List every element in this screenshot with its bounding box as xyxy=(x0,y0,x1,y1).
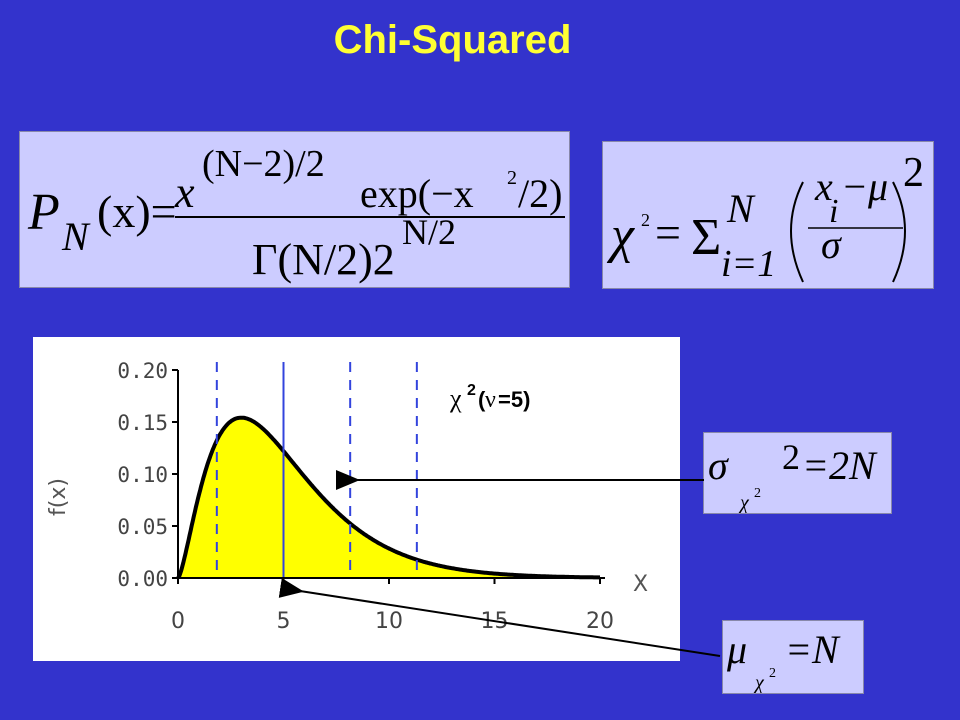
mean-sub-sq: 2 xyxy=(769,666,776,681)
chi-squared-plot: 0.00 0.05 0.10 0.15 0.20 0 5 10 15 20 f(x) X χ 2… xyxy=(33,337,680,661)
page-title: Chi-Squared xyxy=(333,18,572,62)
chisq-den: σ xyxy=(821,222,842,267)
plot-label-open: ( xyxy=(478,387,486,412)
pdf-num-exp-tail: /2) xyxy=(518,171,562,216)
x-tick-label: 0 xyxy=(171,609,185,634)
x-tick-label: 15 xyxy=(481,609,509,634)
y-tick-label: 0.10 xyxy=(117,463,168,487)
variance-rhs: =2N xyxy=(802,443,878,488)
chisq-left-paren xyxy=(790,181,804,283)
pdf-den-gamma: Γ(N/2)2 xyxy=(252,235,395,284)
plot-label-nu: ν xyxy=(485,387,496,413)
x-axis-label: X xyxy=(633,572,648,597)
variance-sub-chi: χ xyxy=(738,492,750,513)
mean-mu: μ xyxy=(726,627,747,672)
chisq-num-minus-mu: −μ xyxy=(841,164,888,209)
pdf-formula-box: P N (x)= x (N−2)/2 exp(−x 2 /2) Γ(N/2)2 … xyxy=(19,131,570,288)
x-tick-label: 10 xyxy=(375,609,403,634)
mean-rhs: =N xyxy=(785,627,841,672)
chisq-num-x: x xyxy=(814,164,833,209)
x-tick-labels: 0 5 10 15 20 xyxy=(171,609,614,634)
pdf-lhs: P xyxy=(27,184,60,241)
chisq-right-paren xyxy=(892,181,906,283)
density-fill xyxy=(178,417,600,578)
plot-label-rest: =5) xyxy=(498,387,530,412)
plot-label-chi: χ xyxy=(449,384,462,413)
variance-sub-sq: 2 xyxy=(754,486,761,501)
y-tick-labels: 0.00 0.05 0.10 0.15 0.20 xyxy=(117,359,168,591)
chisq-sum-bot: i=1 xyxy=(721,243,776,285)
variance-formula: σ χ 2 2 =2N xyxy=(708,437,878,513)
plot-canvas: 0.00 0.05 0.10 0.15 0.20 0 5 10 15 20 f(x) X χ 2… xyxy=(46,359,648,634)
mean-formula: μ χ 2 =N xyxy=(726,627,841,693)
pdf-num-exp-sq: 2 xyxy=(507,167,517,189)
variance-formula-box: σ χ 2 2 =2N xyxy=(703,432,892,514)
chisq-sum: Σ xyxy=(691,209,721,266)
pdf-formula: P N (x)= x (N−2)/2 exp(−x 2 /2) Γ(N/2)2 … xyxy=(27,143,565,284)
mean-formula-box: μ χ 2 =N xyxy=(722,620,864,694)
y-tick-label: 0.20 xyxy=(117,359,168,383)
y-axis-label: f(x) xyxy=(46,478,71,516)
mean-sub-chi: χ xyxy=(753,672,765,693)
x-tick-label: 5 xyxy=(277,609,291,634)
pdf-num-exp-fn: exp(−x xyxy=(360,171,474,216)
chisq-formula-box: χ 2 = Σ N i=1 x i −μ σ 2 xyxy=(602,141,934,289)
chisq-eq: = xyxy=(655,207,681,258)
chisq-num-i: i xyxy=(829,193,838,230)
y-tick-label: 0.05 xyxy=(117,515,168,539)
y-tick-label: 0.15 xyxy=(117,411,168,435)
chisq-lhs: χ xyxy=(606,207,635,264)
axes xyxy=(172,369,605,584)
variance-sigma: σ xyxy=(708,443,729,488)
chisq-formula: χ 2 = Σ N i=1 x i −μ σ 2 xyxy=(606,150,924,285)
chisq-sum-top: N xyxy=(726,186,756,231)
chisq-lhs-sq: 2 xyxy=(641,210,650,230)
pdf-den-exp: N/2 xyxy=(402,212,456,252)
density-curve xyxy=(176,415,600,580)
pdf-lhs-sub: N xyxy=(61,214,91,259)
plot-label-sq: 2 xyxy=(467,382,476,399)
plot-area xyxy=(176,415,600,580)
pdf-num-base: x xyxy=(174,168,195,217)
variance-power: 2 xyxy=(782,437,800,477)
chisq-power: 2 xyxy=(903,150,924,196)
x-tick-label: 20 xyxy=(586,609,614,634)
pdf-lhs-arg: (x)= xyxy=(97,186,177,237)
pdf-num-exp: (N−2)/2 xyxy=(202,143,325,185)
y-tick-label: 0.00 xyxy=(117,567,168,591)
